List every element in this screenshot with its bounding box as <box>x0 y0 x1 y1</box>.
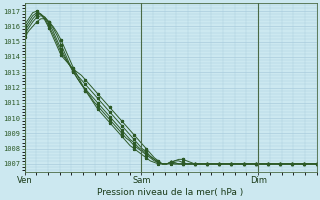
X-axis label: Pression niveau de la mer( hPa ): Pression niveau de la mer( hPa ) <box>98 188 244 197</box>
